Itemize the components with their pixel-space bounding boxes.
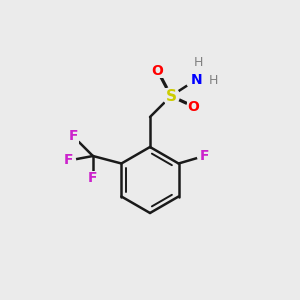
Circle shape (163, 88, 179, 104)
Text: O: O (152, 64, 164, 77)
Text: F: F (64, 154, 74, 167)
Text: N: N (191, 73, 202, 86)
Text: F: F (69, 130, 78, 143)
Text: F: F (88, 172, 98, 185)
Text: H: H (208, 74, 218, 88)
Circle shape (62, 154, 76, 167)
Circle shape (197, 149, 211, 163)
Circle shape (86, 172, 100, 185)
Circle shape (187, 100, 200, 113)
Circle shape (186, 69, 207, 90)
Circle shape (151, 64, 164, 77)
Text: O: O (188, 100, 200, 113)
Text: S: S (166, 88, 176, 104)
Text: H: H (193, 56, 203, 70)
Text: F: F (199, 149, 209, 163)
Circle shape (67, 130, 80, 143)
